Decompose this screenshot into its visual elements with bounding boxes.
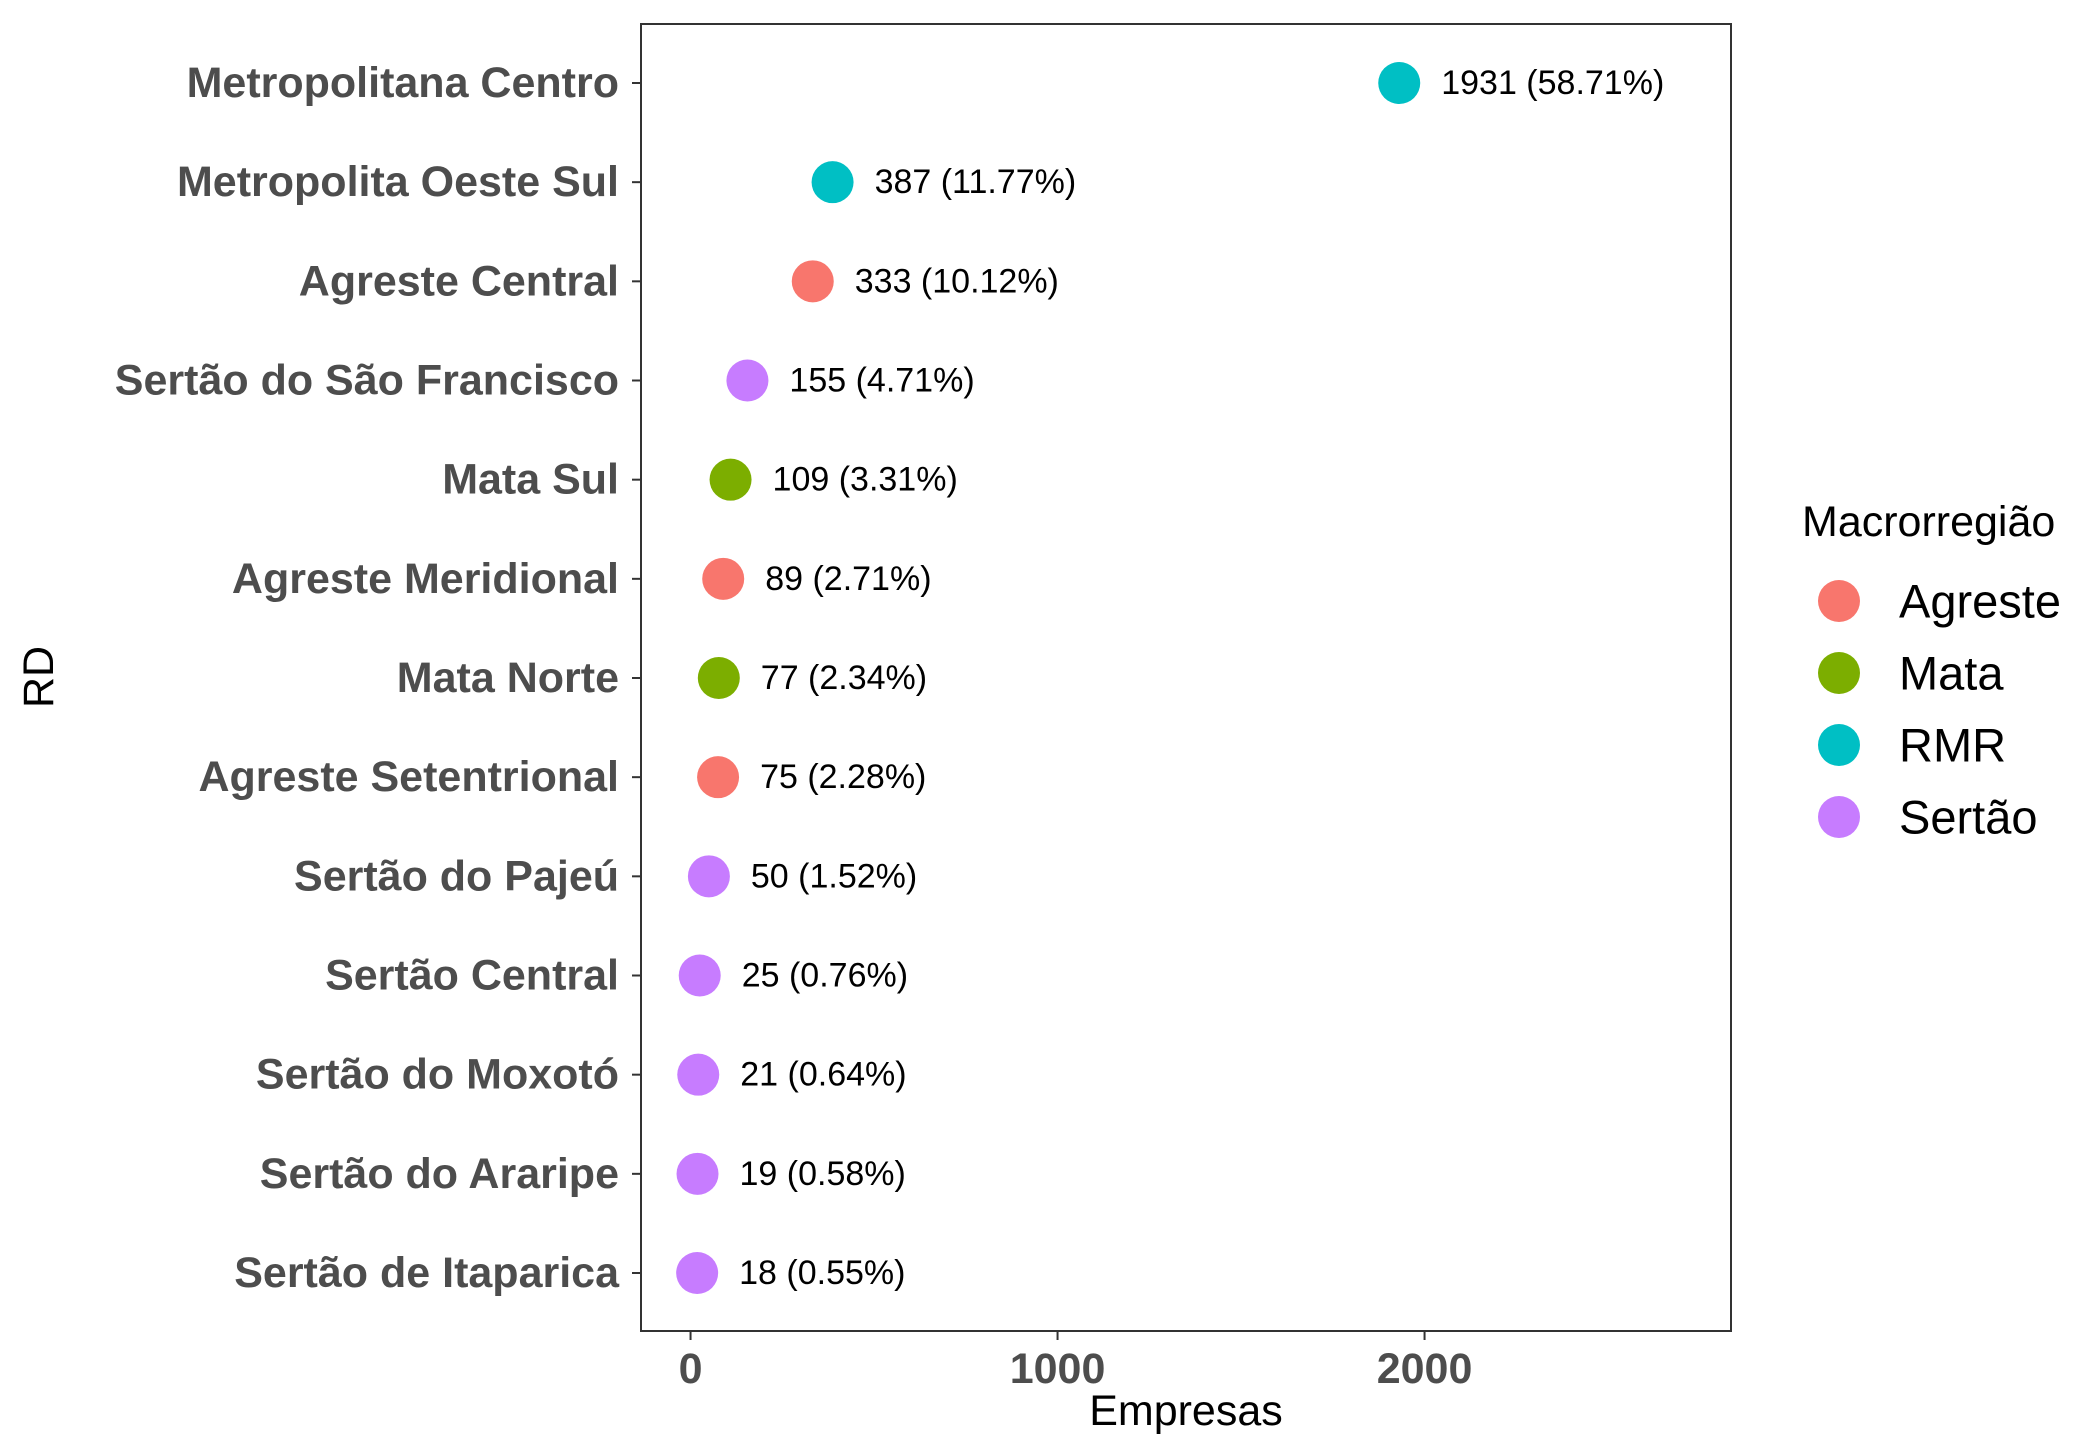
y-tick-label: Mata Sul <box>442 456 619 504</box>
data-point <box>697 657 740 699</box>
legend-label: Agreste <box>1899 575 2061 628</box>
data-point <box>676 1252 719 1294</box>
data-point <box>1378 62 1421 104</box>
data-label: 21 (0.64%) <box>740 1056 906 1094</box>
data-label: 89 (2.71%) <box>765 560 931 598</box>
legend-label: Mata <box>1899 647 2004 700</box>
legend-key <box>1818 796 1860 838</box>
data-label: 333 (10.12%) <box>855 262 1059 300</box>
data-label: 109 (3.31%) <box>773 461 958 499</box>
data-label: 155 (4.71%) <box>789 362 974 400</box>
data-point <box>726 359 769 402</box>
data-label: 77 (2.34%) <box>761 659 927 697</box>
data-label: 50 (1.52%) <box>751 857 917 895</box>
y-tick-label: Metropolita Oeste Sul <box>177 158 619 206</box>
x-tick-label: 1000 <box>1010 1345 1106 1393</box>
y-axis-title: RD <box>15 646 63 708</box>
data-point <box>676 1152 719 1195</box>
legend-title: Macrorregião <box>1802 498 2055 546</box>
data-label: 387 (11.77%) <box>875 163 1077 201</box>
x-axis-title: Empresas <box>1089 1387 1283 1435</box>
data-point <box>811 161 854 204</box>
data-point <box>687 855 730 898</box>
data-point <box>709 458 752 501</box>
data-point <box>702 557 745 600</box>
data-label: 25 (0.76%) <box>742 957 908 995</box>
x-tick-label: 0 <box>679 1345 703 1393</box>
data-point <box>697 756 740 799</box>
legend-key <box>1818 724 1860 766</box>
y-tick-label: Sertão do Araripe <box>260 1150 619 1198</box>
y-tick-label: Agreste Central <box>299 257 619 305</box>
y-tick-label: Sertão do São Francisco <box>115 357 619 405</box>
data-point <box>791 260 834 303</box>
data-label: 18 (0.55%) <box>739 1254 905 1292</box>
y-tick-label: Mata Norte <box>397 654 619 702</box>
data-label: 75 (2.28%) <box>760 758 926 796</box>
legend-label: Sertão <box>1899 791 2037 844</box>
data-point <box>678 954 721 997</box>
y-tick-label: Agreste Meridional <box>232 555 619 603</box>
legend-key <box>1818 580 1860 622</box>
y-tick-label: Sertão do Pajeú <box>294 852 619 900</box>
data-point <box>677 1053 720 1096</box>
data-label: 1931 (58.71%) <box>1441 64 1664 102</box>
legend: Macrorregião Agreste Mata RMR Sertão <box>1802 498 2061 844</box>
y-tick-label: Sertão do Moxotó <box>256 1051 619 1099</box>
y-tick-label: Sertão Central <box>325 952 619 1000</box>
legend-label: RMR <box>1899 719 2006 772</box>
legend-key <box>1818 652 1860 694</box>
x-tick-label: 2000 <box>1377 1345 1473 1393</box>
y-tick-label: Metropolitana Centro <box>187 59 619 107</box>
y-tick-label: Agreste Setentrional <box>198 753 619 801</box>
y-tick-label: Sertão de Itaparica <box>234 1249 620 1297</box>
data-label: 19 (0.58%) <box>740 1155 906 1193</box>
